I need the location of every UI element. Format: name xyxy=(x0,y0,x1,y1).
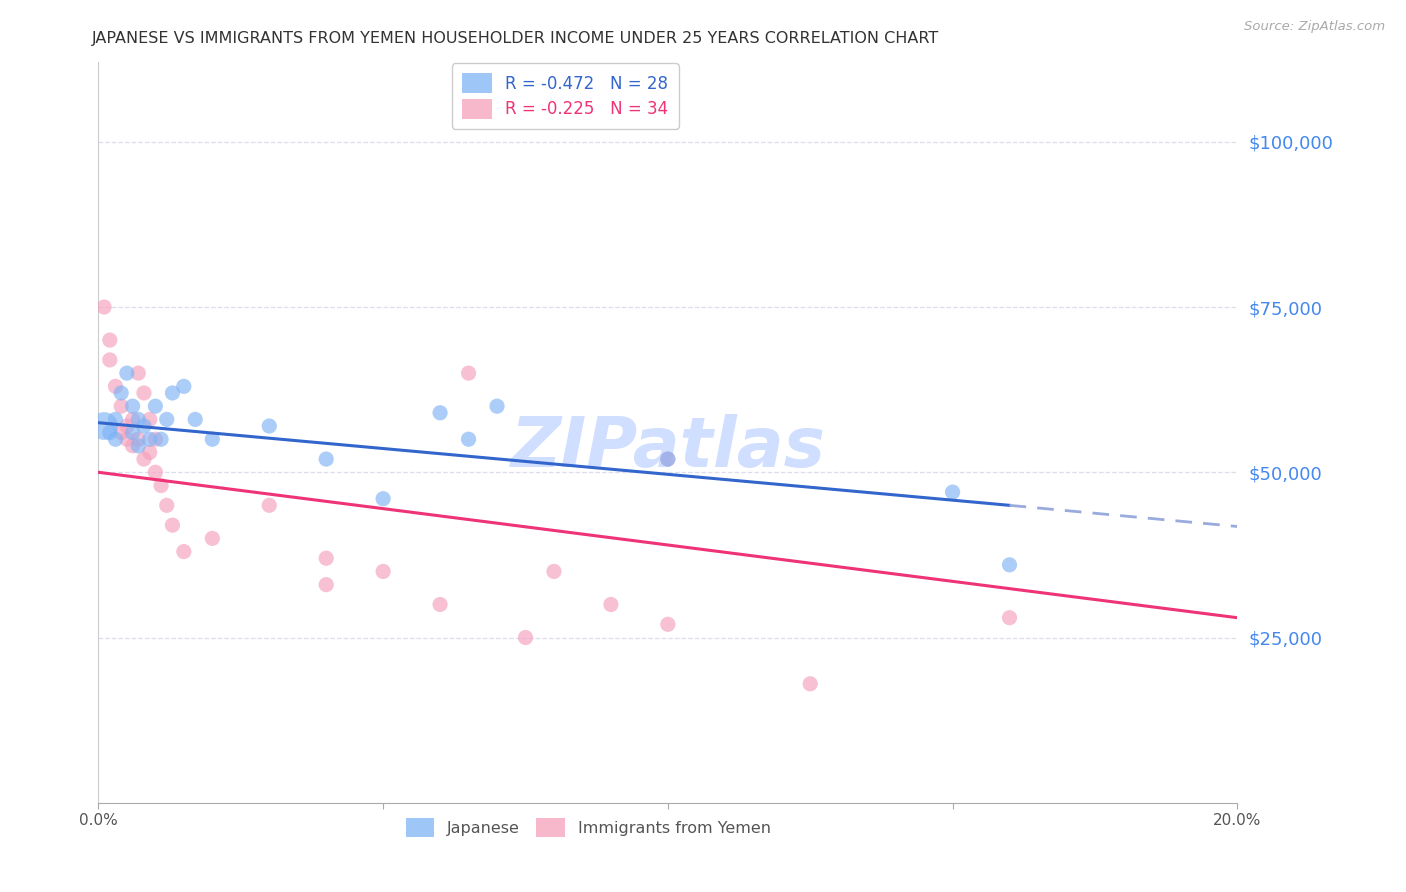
Point xyxy=(115,432,138,446)
Point xyxy=(998,558,1021,572)
Point xyxy=(657,452,679,467)
Text: Source: ZipAtlas.com: Source: ZipAtlas.com xyxy=(1244,20,1385,33)
Text: ZIPatlas: ZIPatlas xyxy=(510,414,825,481)
Point xyxy=(315,577,337,591)
Point xyxy=(127,432,149,446)
Point xyxy=(156,499,179,513)
Point xyxy=(259,419,281,434)
Point xyxy=(150,432,173,446)
Point xyxy=(162,518,184,533)
Point xyxy=(138,432,160,446)
Point xyxy=(457,366,479,380)
Point xyxy=(104,379,127,393)
Point xyxy=(657,617,679,632)
Point xyxy=(486,399,509,413)
Point xyxy=(457,432,479,446)
Point xyxy=(259,499,281,513)
Point xyxy=(145,399,167,413)
Legend: Japanese, Immigrants from Yemen: Japanese, Immigrants from Yemen xyxy=(399,812,778,843)
Point xyxy=(110,386,132,401)
Point xyxy=(93,300,115,314)
Point xyxy=(145,465,167,479)
Point xyxy=(162,386,184,401)
Point xyxy=(942,485,965,500)
Point xyxy=(132,419,155,434)
Point xyxy=(121,399,143,413)
Point xyxy=(799,677,821,691)
Point xyxy=(138,412,160,426)
Point xyxy=(98,352,121,367)
Point xyxy=(998,610,1021,624)
Point xyxy=(543,565,565,579)
Point xyxy=(110,399,132,413)
Point xyxy=(315,452,337,467)
Point xyxy=(373,565,395,579)
Point xyxy=(93,419,115,434)
Point xyxy=(600,598,623,612)
Point xyxy=(145,432,167,446)
Point xyxy=(98,333,121,347)
Point xyxy=(150,478,173,492)
Point xyxy=(373,491,395,506)
Point xyxy=(138,445,160,459)
Point xyxy=(201,432,224,446)
Point xyxy=(121,439,143,453)
Point xyxy=(515,631,537,645)
Point xyxy=(127,366,149,380)
Point xyxy=(184,412,207,426)
Point xyxy=(104,412,127,426)
Point xyxy=(98,425,121,440)
Point xyxy=(110,425,132,440)
Point xyxy=(104,432,127,446)
Point xyxy=(429,598,451,612)
Point xyxy=(121,425,143,440)
Point xyxy=(657,452,679,467)
Point xyxy=(127,412,149,426)
Point xyxy=(121,412,143,426)
Point xyxy=(429,406,451,420)
Point xyxy=(315,551,337,566)
Point xyxy=(132,386,155,401)
Point xyxy=(201,532,224,546)
Point xyxy=(132,452,155,467)
Point xyxy=(115,419,138,434)
Point xyxy=(156,412,179,426)
Point xyxy=(115,366,138,380)
Point xyxy=(173,544,195,558)
Point xyxy=(127,439,149,453)
Text: JAPANESE VS IMMIGRANTS FROM YEMEN HOUSEHOLDER INCOME UNDER 25 YEARS CORRELATION : JAPANESE VS IMMIGRANTS FROM YEMEN HOUSEH… xyxy=(91,31,939,46)
Point xyxy=(173,379,195,393)
